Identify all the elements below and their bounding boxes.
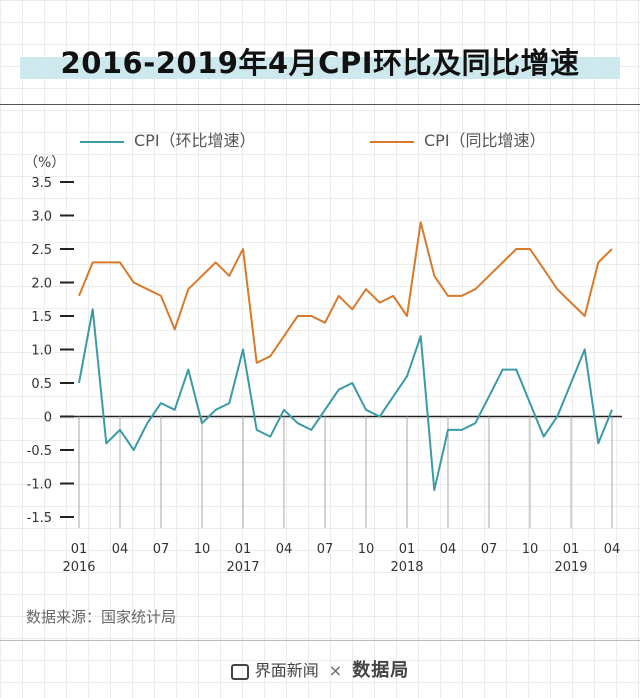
x-tick-label-month: 01 [235, 542, 252, 557]
x-tick-label-month: 07 [153, 542, 170, 557]
legend-label-yoy: CPI（同比增速） [424, 131, 546, 150]
y-tick-label: 1.5 [31, 310, 52, 325]
legend-swatch-mom [80, 140, 124, 143]
x-tick-label-month: 07 [317, 542, 334, 557]
x-tick-label-month: 04 [112, 542, 129, 557]
y-tick-label: 2.0 [31, 277, 52, 292]
legend-label-mom: CPI（环比增速） [134, 131, 256, 150]
source-note: 数据来源：国家统计局 [26, 608, 177, 626]
x-tick-label-month: 10 [522, 542, 539, 557]
x-tick-label-month: 10 [194, 542, 211, 557]
legend-item-yoy: CPI（同比增速） [370, 127, 546, 151]
y-tick-label: 3.0 [31, 210, 52, 225]
x-tick-label-month: 01 [71, 542, 88, 557]
x-tick-label-year: 2017 [226, 560, 259, 575]
y-tick-label: 0 [44, 411, 52, 426]
chart-title: 2016-2019年4月CPI环比及同比增速 [60, 46, 580, 80]
brand-logo-icon [230, 663, 249, 680]
series-line-yoy [78, 221, 613, 364]
y-tick-label: 3.5 [31, 176, 52, 191]
footer-separator: × [328, 661, 343, 680]
y-tick-label: 2.5 [31, 243, 52, 258]
series-line-mom [78, 308, 613, 492]
y-tick-label: 0.5 [31, 377, 52, 392]
y-axis-unit-label: （%） [24, 155, 66, 171]
y-tick-label: -1.5 [27, 511, 52, 526]
y-tick-label: -0.5 [27, 444, 52, 459]
footer-brand-secondary: 数据局 [352, 660, 410, 681]
y-tick-label: -1.0 [27, 478, 52, 493]
x-tick-label-year: 2016 [62, 560, 95, 575]
title-highlight-band [20, 57, 620, 79]
x-tick-label-month: 04 [604, 542, 621, 557]
y-tick-label: 1.0 [31, 344, 52, 359]
footer-brands: 界面新闻 × 数据局 [0, 656, 640, 682]
footer-brand-primary: 界面新闻 [254, 661, 319, 680]
x-tick-label-year: 2019 [554, 560, 587, 575]
x-tick-label-month: 04 [276, 542, 293, 557]
legend-item-mom: CPI（环比增速） [80, 127, 256, 151]
x-tick-label-year: 2018 [390, 560, 423, 575]
x-tick-label-month: 01 [399, 542, 416, 557]
legend-swatch-yoy [370, 140, 414, 143]
x-tick-label-month: 10 [358, 542, 375, 557]
x-tick-label-month: 07 [481, 542, 498, 557]
x-tick-label-month: 04 [440, 542, 457, 557]
footer-divider [0, 640, 640, 641]
x-tick-label-month: 01 [563, 542, 580, 557]
header-divider [0, 104, 640, 105]
